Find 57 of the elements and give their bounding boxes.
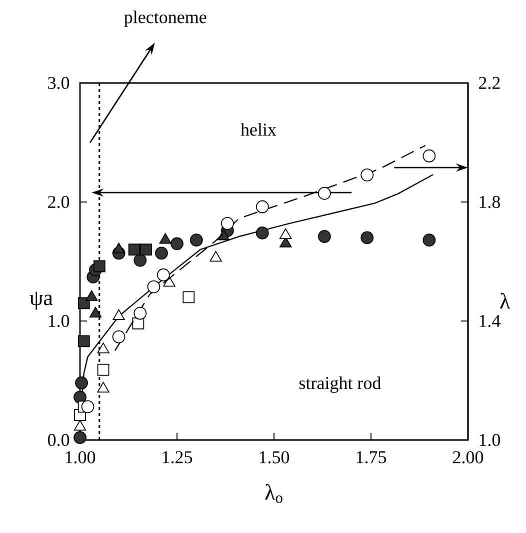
point	[78, 335, 90, 348]
point	[220, 216, 234, 230]
point	[422, 234, 436, 247]
point	[318, 186, 331, 200]
point	[74, 420, 86, 431]
point	[159, 233, 172, 244]
point	[318, 230, 331, 243]
point	[156, 268, 170, 282]
point	[112, 242, 125, 254]
point	[190, 234, 203, 247]
point	[210, 250, 222, 262]
y-tick-label: 3.0	[48, 76, 70, 90]
point	[93, 260, 106, 272]
point	[97, 342, 110, 354]
point	[256, 200, 269, 214]
y2-axis-title: λ	[500, 293, 510, 309]
point	[89, 306, 102, 318]
x-axis-title: λ$_{o}$	[265, 484, 282, 503]
y-tick-label: 2.0	[48, 196, 70, 208]
point	[360, 168, 374, 182]
annotation: helix	[240, 123, 276, 136]
point	[134, 254, 147, 267]
point	[182, 291, 195, 304]
y2-tick-label: 1.4	[480, 314, 500, 328]
x-tick-label: 1.50	[260, 451, 290, 464]
x-tick-label: 1.75	[356, 451, 386, 464]
y-tick-label: 1.0	[48, 314, 70, 328]
y-tick-label: 0.0	[48, 434, 70, 446]
point	[112, 330, 126, 344]
point	[78, 297, 90, 310]
point	[74, 431, 86, 444]
text: plectoneme	[124, 10, 206, 27]
point	[81, 400, 94, 414]
point	[147, 280, 160, 294]
y2-tick-label: 1.0	[480, 434, 500, 446]
point	[360, 231, 374, 244]
x-tick-label: 1.25	[162, 451, 192, 464]
y-axis-title: ψa	[30, 292, 53, 310]
x-tick-label: 1.00	[66, 451, 96, 464]
x-tick-label: 2.00	[453, 451, 484, 464]
point	[256, 226, 269, 240]
point	[97, 382, 110, 393]
point	[75, 376, 88, 390]
y2-tick-label: 2.2	[478, 76, 500, 90]
y2-tick-label: 1.8	[480, 196, 500, 208]
point	[422, 149, 436, 162]
point	[140, 244, 152, 256]
point	[132, 317, 144, 330]
point	[112, 309, 125, 320]
annotation: straight rod	[299, 376, 381, 393]
point	[97, 364, 110, 376]
point	[280, 228, 292, 240]
point	[134, 306, 147, 320]
point	[128, 244, 140, 256]
point	[170, 237, 184, 250]
point	[86, 290, 98, 301]
point	[155, 246, 168, 260]
